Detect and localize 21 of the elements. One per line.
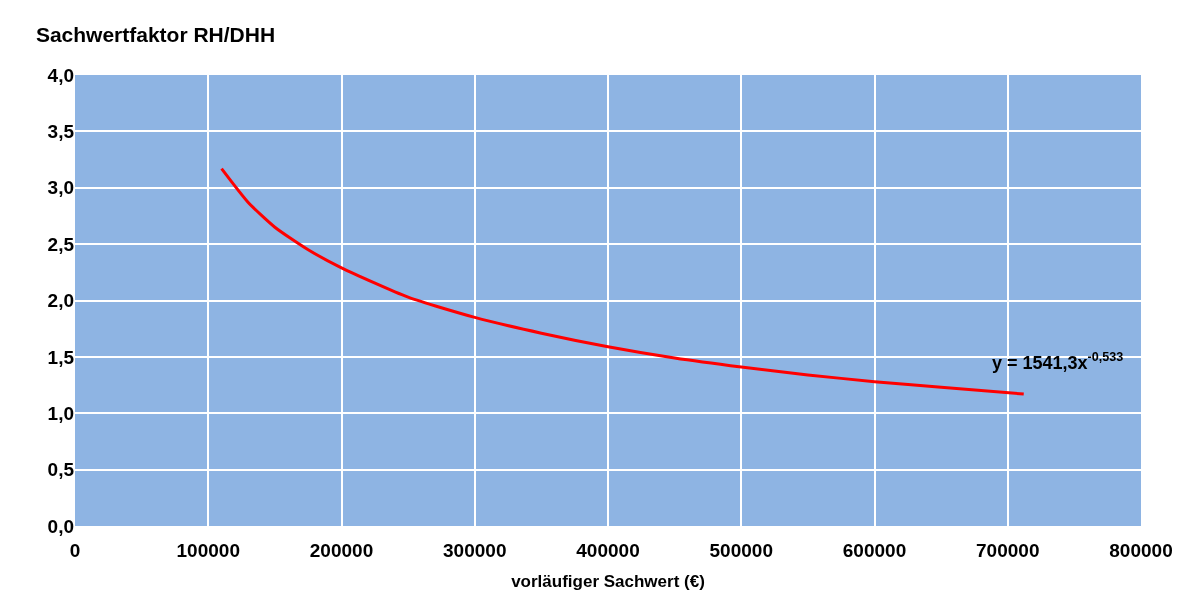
x-tick-label: 800000: [1109, 539, 1173, 561]
y-tick-label: 2,5: [47, 233, 75, 255]
y-tick-label: 3,0: [47, 177, 74, 199]
x-tick-label: 0: [69, 539, 81, 561]
x-tick-label: 700000: [976, 539, 1040, 561]
x-tick-label: 400000: [576, 539, 640, 561]
x-axis-title: vorläufiger Sachwert (€): [511, 571, 705, 591]
x-tick-label: 100000: [176, 539, 240, 561]
x-tick-label: 200000: [309, 539, 374, 561]
y-tick-label: 3,5: [47, 121, 75, 143]
y-tick-label: 1,5: [47, 346, 75, 368]
y-tick-label: 4,0: [47, 64, 74, 86]
y-tick-label: 2,0: [47, 290, 74, 312]
y-tick-label: 0,5: [47, 459, 75, 481]
x-tick-label: 600000: [842, 539, 907, 561]
x-tick-label: 500000: [709, 539, 773, 561]
y-tick-label: 1,0: [47, 402, 74, 424]
x-tick-label: 300000: [443, 539, 507, 561]
annotation: y = 1541,3x$^{-0,533}$: [992, 350, 1124, 373]
chart-title: Sachwertfaktor RH/DHH: [35, 23, 276, 47]
y-tick-label: 0,0: [47, 515, 74, 537]
